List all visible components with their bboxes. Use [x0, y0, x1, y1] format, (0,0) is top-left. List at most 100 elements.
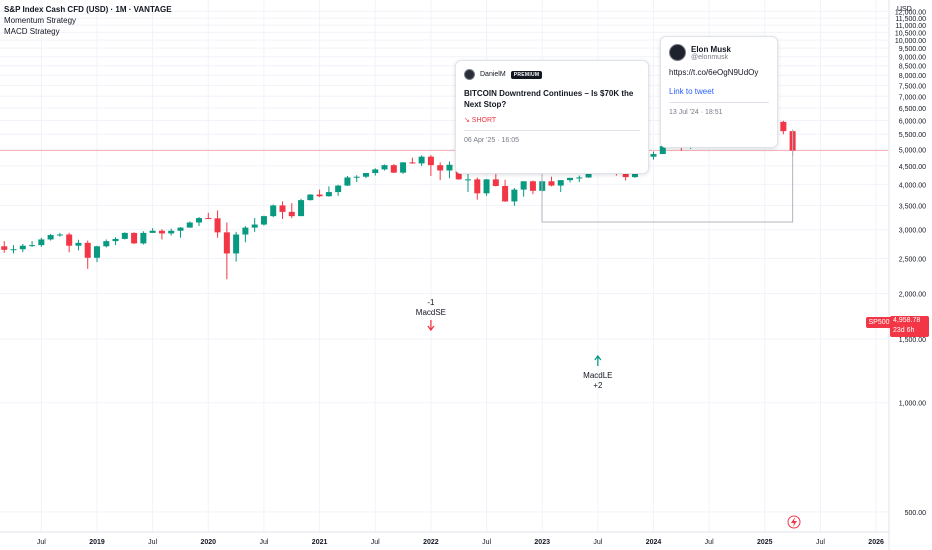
- candle-body: [474, 179, 481, 194]
- candle-body: [66, 234, 73, 246]
- candle-body: [780, 121, 787, 132]
- candle-body: [279, 205, 286, 212]
- candle-body: [567, 177, 574, 181]
- price-tick-label: 1,500.00: [899, 337, 926, 344]
- time-tick-label: 2019: [89, 539, 105, 546]
- price-tick-label: 11,500.00: [895, 16, 926, 23]
- idea-connector: [541, 129, 794, 223]
- candle-body: [492, 179, 499, 186]
- tweet-url[interactable]: https://t.co/6eOgN9UdOy: [669, 68, 759, 77]
- author-avatar: [464, 69, 475, 80]
- candle-body: [325, 192, 332, 197]
- time-axis[interactable]: Jul 2019 Jul 2020 Jul 2021 Jul 2022 Jul 2023 Jul 20…: [37, 539, 884, 546]
- price-tick-label: 3,000.00: [899, 228, 926, 235]
- candle-body: [38, 239, 45, 246]
- candle-body: [298, 200, 305, 217]
- tweet-card[interactable]: Elon Musk @elonmusk https://t.co/6eOgN9U…: [660, 36, 778, 148]
- candle-body: [186, 222, 193, 228]
- candle-body: [233, 234, 240, 254]
- indicator-macd-strategy[interactable]: MACD Strategy: [4, 27, 60, 36]
- candle-body: [112, 238, 119, 242]
- price-tick-label: 11,000.00: [895, 23, 926, 30]
- price-tick-label: 9,000.00: [899, 55, 926, 62]
- time-tick-label: Jul: [482, 539, 491, 546]
- price-tick-label: 9,500.00: [899, 46, 926, 53]
- time-tick-label: Jul: [705, 539, 714, 546]
- time-tick-label: 2021: [312, 539, 328, 546]
- tweet-date: 13 Jul '24 · 18:51: [669, 109, 723, 116]
- candle-body: [502, 185, 509, 202]
- time-tick-label: Jul: [259, 539, 268, 546]
- candle-body: [557, 180, 564, 186]
- price-tick-label: 7,500.00: [899, 83, 926, 90]
- price-tick-label: 6,500.00: [899, 106, 926, 113]
- candle-body: [650, 154, 657, 157]
- price-tick-label: 7,000.00: [899, 94, 926, 101]
- candle-body: [47, 235, 54, 240]
- candle-body: [659, 146, 666, 155]
- candle-body: [335, 185, 342, 193]
- candle-body: [75, 242, 82, 246]
- idea-author[interactable]: DanielM: [480, 71, 506, 78]
- candle-body: [140, 232, 147, 244]
- card-divider: [464, 130, 640, 131]
- price-axis[interactable]: 500.00 1,000.00 1,500.00 2,000.00 2,500.00 3,…: [895, 9, 926, 516]
- long-signal-name: MacdLE: [583, 371, 612, 380]
- candle-body: [529, 181, 536, 191]
- candle-body: [316, 194, 323, 197]
- candle-body: [548, 181, 555, 186]
- tweet-name[interactable]: Elon Musk: [691, 44, 732, 54]
- time-tick-label: Jul: [816, 539, 825, 546]
- candle-body: [520, 181, 527, 190]
- symbol-title[interactable]: S&P Index Cash CFD (USD) · 1M · VANTAGE: [4, 5, 172, 14]
- candle-body: [223, 232, 230, 254]
- currency-label[interactable]: USD: [897, 6, 912, 13]
- candle-body: [307, 194, 314, 201]
- candle-body: [381, 165, 388, 170]
- time-tick-label: 2023: [534, 539, 550, 546]
- candle-body: [56, 234, 63, 236]
- last-price-value: 4,958.78: [893, 317, 921, 324]
- idea-card[interactable]: DanielM PREMIUM BITCOIN Downtrend Contin…: [455, 60, 649, 174]
- candle-body: [344, 177, 351, 186]
- candle-body: [576, 177, 583, 179]
- candle-body: [168, 230, 175, 234]
- price-tick-label: 5,500.00: [899, 132, 926, 139]
- price-tick-label: 8,500.00: [899, 64, 926, 71]
- price-tick-label: 2,000.00: [899, 292, 926, 299]
- price-tick-label: 4,000.00: [899, 182, 926, 189]
- last-price-badge: 4,958.78 23d 6h: [890, 316, 929, 337]
- candle-body: [29, 245, 36, 247]
- candle-body: [483, 179, 490, 194]
- idea-author-row: DanielM PREMIUM: [464, 69, 640, 80]
- price-tick-label: 2,500.00: [899, 256, 926, 263]
- time-tick-label: 2020: [201, 539, 217, 546]
- premium-badge: PREMIUM: [510, 70, 543, 79]
- idea-direction: ↘ SHORT: [464, 117, 497, 124]
- candle-body: [288, 211, 295, 217]
- candle-body: [251, 224, 258, 228]
- tweet-handle: @elonmusk: [691, 53, 729, 61]
- candle-body: [1, 246, 8, 250]
- lightning-icon: [787, 515, 801, 529]
- indicator-momentum-strategy[interactable]: Momentum Strategy: [4, 16, 77, 25]
- short-signal-arrow-icon: [427, 320, 435, 332]
- candle-body: [242, 227, 249, 235]
- price-tick-label: 10,500.00: [895, 30, 926, 37]
- candle-body: [19, 245, 26, 250]
- candle-body: [177, 227, 184, 231]
- card-divider: [669, 102, 769, 103]
- link-to-tweet[interactable]: Link to tweet: [669, 87, 714, 96]
- candle-body: [418, 156, 425, 164]
- price-tick-label: 10,000.00: [895, 38, 926, 45]
- candle-body: [84, 242, 91, 258]
- long-signal-arrow-icon: [594, 354, 602, 366]
- tweet-author-row: Elon Musk @elonmusk: [669, 44, 769, 61]
- idea-title[interactable]: BITCOIN Downtrend Continues – Is $70K th…: [464, 89, 634, 109]
- price-tick-label: 1,000.00: [899, 401, 926, 408]
- candle-body: [390, 165, 397, 173]
- price-tick-label: 6,000.00: [899, 119, 926, 126]
- candle-body: [427, 156, 434, 166]
- candle-body: [149, 230, 156, 233]
